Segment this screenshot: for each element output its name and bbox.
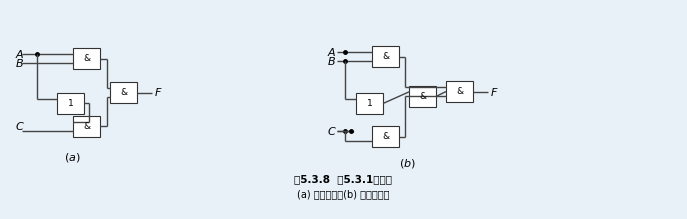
Bar	[446, 81, 473, 102]
Text: $(a)$: $(a)$	[64, 150, 80, 164]
Bar	[110, 82, 137, 103]
Text: $B$: $B$	[327, 55, 336, 67]
Text: $F$: $F$	[154, 87, 163, 99]
Text: &: &	[382, 52, 389, 61]
Text: $C$: $C$	[327, 125, 337, 137]
Bar	[73, 48, 100, 69]
Bar	[409, 86, 436, 107]
Text: $(b)$: $(b)$	[398, 157, 416, 171]
Text: 图5.3.8  例5.3.1电路图: 图5.3.8 例5.3.1电路图	[295, 174, 392, 184]
Bar	[356, 93, 383, 114]
Text: $C$: $C$	[15, 120, 25, 132]
Text: $F$: $F$	[490, 85, 499, 97]
Text: $A$: $A$	[327, 46, 337, 58]
Bar	[73, 116, 100, 137]
Bar	[372, 126, 399, 147]
Text: 1: 1	[367, 99, 372, 108]
Bar	[372, 46, 399, 67]
Text: $A$: $A$	[15, 48, 25, 60]
Text: 1: 1	[67, 99, 74, 108]
Text: &: &	[83, 122, 90, 131]
Text: $B$: $B$	[15, 57, 24, 69]
Text: &: &	[83, 54, 90, 63]
Bar	[57, 93, 84, 114]
Text: &: &	[456, 87, 463, 96]
Text: &: &	[382, 132, 389, 141]
Text: (a) 有冒险电路(b) 无冒险电路: (a) 有冒险电路(b) 无冒险电路	[297, 189, 390, 199]
Text: &: &	[120, 88, 127, 97]
Text: &: &	[419, 92, 426, 101]
